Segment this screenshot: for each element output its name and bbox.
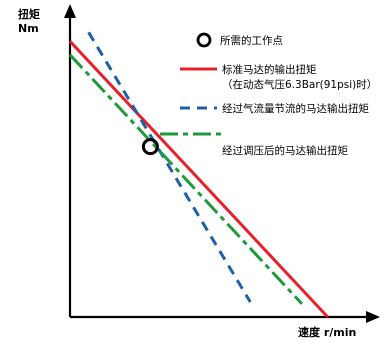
legend-operating-point-label: 所需的工作点 (220, 34, 283, 47)
x-axis-label: 速度 r/min (298, 325, 356, 339)
x-axis-arrow-icon (366, 311, 380, 323)
legend-standard-motor-label: 标准马达的输出扭矩 (222, 63, 317, 76)
series-line-pressure-regulated (68, 53, 303, 305)
legend-standard-motor-note: （在动态气压6.3Bar(91psi)时） (222, 78, 377, 91)
legend-operating-point-icon (196, 32, 212, 48)
series-line-standard-motor (68, 40, 329, 319)
legend-flow-throttled-label: 经过气流量节流的马达输出扭矩 (222, 102, 369, 115)
y-axis-arrow-icon (64, 4, 76, 18)
y-axis-label-line2: Nm (18, 22, 39, 35)
legend-pressure-regulated-label: 经过调压后的马达输出扭矩 (222, 144, 348, 157)
series-line-flow-throttled (87, 31, 252, 303)
y-axis-label-line1: 扭矩 (18, 7, 40, 21)
operating-point-marker (141, 138, 159, 156)
legend: 所需的工作点 标准马达的输出扭矩 （在动态气压6.3Bar(91psi)时） 经… (160, 32, 377, 157)
